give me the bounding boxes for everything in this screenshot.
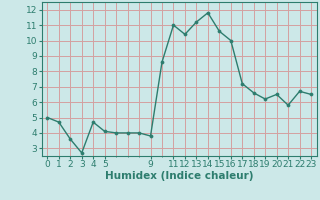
X-axis label: Humidex (Indice chaleur): Humidex (Indice chaleur) xyxy=(105,171,253,181)
